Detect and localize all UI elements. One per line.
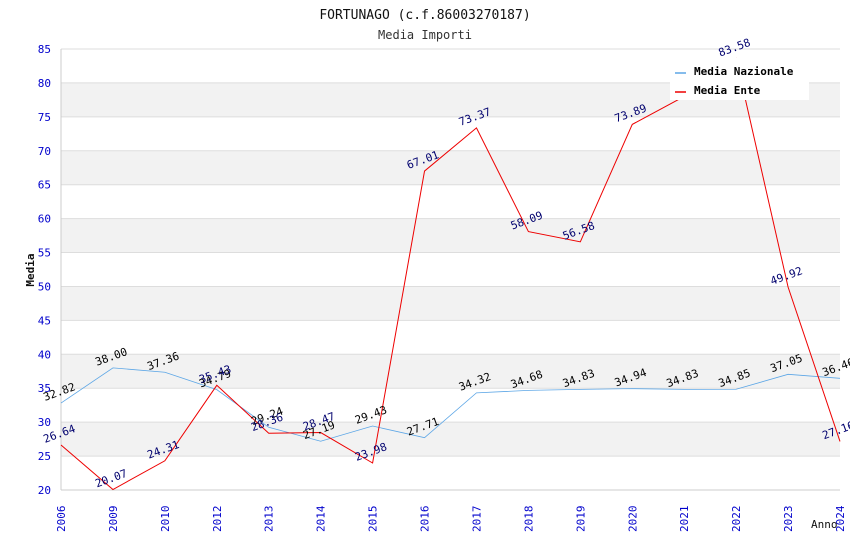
grid-band [61, 422, 840, 457]
x-tick-label: 2019 [574, 506, 587, 533]
x-tick-label: 2013 [263, 506, 276, 533]
x-tick-label: 2006 [55, 506, 68, 533]
chart-subtitle: Media Importi [378, 28, 472, 42]
y-axis-label: Media [24, 253, 37, 286]
x-tick-label: 2023 [782, 506, 795, 533]
x-axis-label: Anno [811, 518, 838, 531]
grid-band [61, 252, 840, 287]
y-tick-label: 45 [38, 314, 51, 327]
y-tick-label: 35 [38, 382, 51, 395]
x-tick-label: 2024 [834, 505, 847, 532]
x-tick-label: 2022 [730, 506, 743, 533]
x-tick-label: 2018 [522, 506, 535, 533]
grid-band [61, 116, 840, 151]
grid-band [61, 218, 840, 253]
x-tick-label: 2010 [159, 506, 172, 533]
series-line-media-nazionale [60, 367, 841, 442]
y-tick-label: 25 [38, 450, 51, 463]
legend: Media Nazionale Media Ente [670, 58, 809, 100]
y-tick-label: 75 [38, 111, 51, 124]
x-tick-label: 2009 [107, 506, 120, 533]
tick-labels: 20 25 30 35 40 45 50 55 60 65 70 75 80 85 2006 2009 2010… [38, 43, 847, 532]
background-bands [61, 49, 840, 490]
y-tick-label: 65 [38, 179, 51, 192]
x-tick-label: 2014 [315, 505, 328, 532]
y-tick-label: 60 [38, 213, 51, 226]
grid-band [61, 388, 840, 423]
y-tick-label: 40 [38, 348, 51, 361]
y-tick-label: 50 [38, 280, 51, 293]
grid-band [61, 286, 840, 321]
x-tick-label: 2015 [367, 506, 380, 533]
y-tick-label: 30 [38, 416, 51, 429]
y-tick-label: 55 [38, 247, 51, 260]
y-tick-label: 80 [38, 77, 51, 90]
y-tick-label: 85 [38, 43, 51, 56]
grid-band [61, 150, 840, 185]
x-tick-label: 2017 [470, 506, 483, 533]
x-tick-label: 2012 [211, 506, 224, 533]
grid-band [61, 456, 840, 490]
legend-label-nazionale: Media Nazionale [694, 65, 794, 78]
grid-band [61, 354, 840, 389]
y-tick-label: 70 [38, 145, 51, 158]
x-tick-label: 2021 [678, 506, 691, 533]
grid-band [61, 320, 840, 355]
x-tick-label: 2020 [626, 506, 639, 533]
legend-label-ente: Media Ente [694, 84, 761, 97]
axes [60, 49, 840, 491]
y-tick-label: 20 [38, 484, 51, 497]
x-tick-label: 2016 [419, 506, 432, 533]
grid-band [61, 184, 840, 219]
chart-title: FORTUNAGO (c.f.86003270187) [319, 8, 530, 23]
